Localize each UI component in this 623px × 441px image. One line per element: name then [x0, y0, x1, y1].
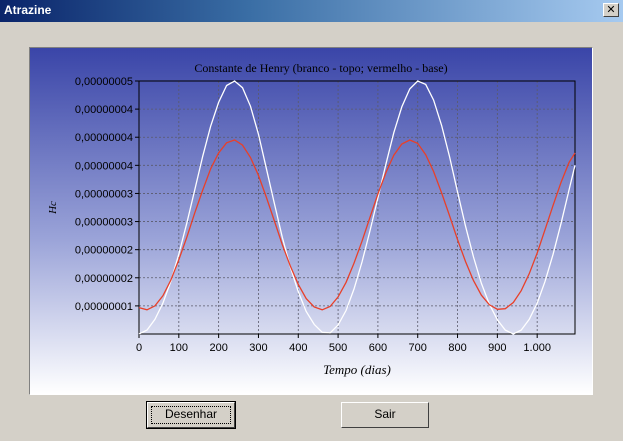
x-tick-label: 600 [369, 342, 387, 354]
x-tick-label: 1.000 [523, 342, 551, 354]
x-tick-label: 700 [409, 342, 427, 354]
plot-frame [138, 80, 576, 335]
title-bar[interactable]: Atrazine ✕ [0, 0, 623, 22]
x-tick-label: 500 [329, 342, 347, 354]
y-tick-label: 0,00000005 [75, 76, 133, 88]
y-tick-label: 0,00000004 [75, 160, 133, 172]
x-axis-label: Tempo (dias) [323, 362, 391, 377]
y-tick-label: 0,00000002 [75, 273, 133, 285]
window-title: Atrazine [4, 3, 52, 17]
x-tick-label: 800 [448, 342, 466, 354]
y-tick-label: 0,00000001 [75, 301, 133, 313]
focus-rect [151, 406, 231, 424]
x-axis: 0 100 200 300 400 500 600 700 800 900 1.000 [136, 334, 551, 354]
chart-title: Constante de Henry (branco - topo; verme… [194, 61, 447, 75]
series-top-line [138, 80, 576, 335]
y-axis: 0,00000001 0,00000002 0,00000002 0,00000003… [75, 76, 139, 313]
exit-button[interactable]: Sair [341, 402, 429, 428]
x-tick-label: 400 [289, 342, 307, 354]
chart-background [30, 48, 592, 394]
close-button[interactable]: ✕ [603, 3, 619, 17]
series-layer [138, 80, 576, 335]
x-tick-label: 0 [136, 342, 142, 354]
draw-button[interactable]: Desenhar [146, 401, 236, 429]
exit-button-label: Sair [374, 407, 396, 421]
x-tick-label: 100 [170, 342, 188, 354]
series-base-line [138, 139, 576, 311]
y-tick-label: 0,00000003 [75, 217, 133, 229]
draw-button-label: Desenhar [164, 407, 218, 421]
x-tick-label: 900 [488, 342, 506, 354]
y-axis-label: Hc [47, 201, 59, 215]
close-icon: ✕ [606, 3, 616, 16]
y-tick-label: 0,00000004 [75, 132, 133, 144]
chart-panel: Constante de Henry (branco - topo; verme… [29, 47, 593, 395]
y-tick-label: 0,00000003 [75, 188, 133, 200]
y-tick-label: 0,00000004 [75, 104, 133, 116]
x-tick-label: 300 [249, 342, 267, 354]
x-tick-label: 200 [209, 342, 227, 354]
henry-constant-chart: Constante de Henry (branco - topo; verme… [30, 48, 592, 394]
y-tick-label: 0,00000002 [75, 245, 133, 257]
